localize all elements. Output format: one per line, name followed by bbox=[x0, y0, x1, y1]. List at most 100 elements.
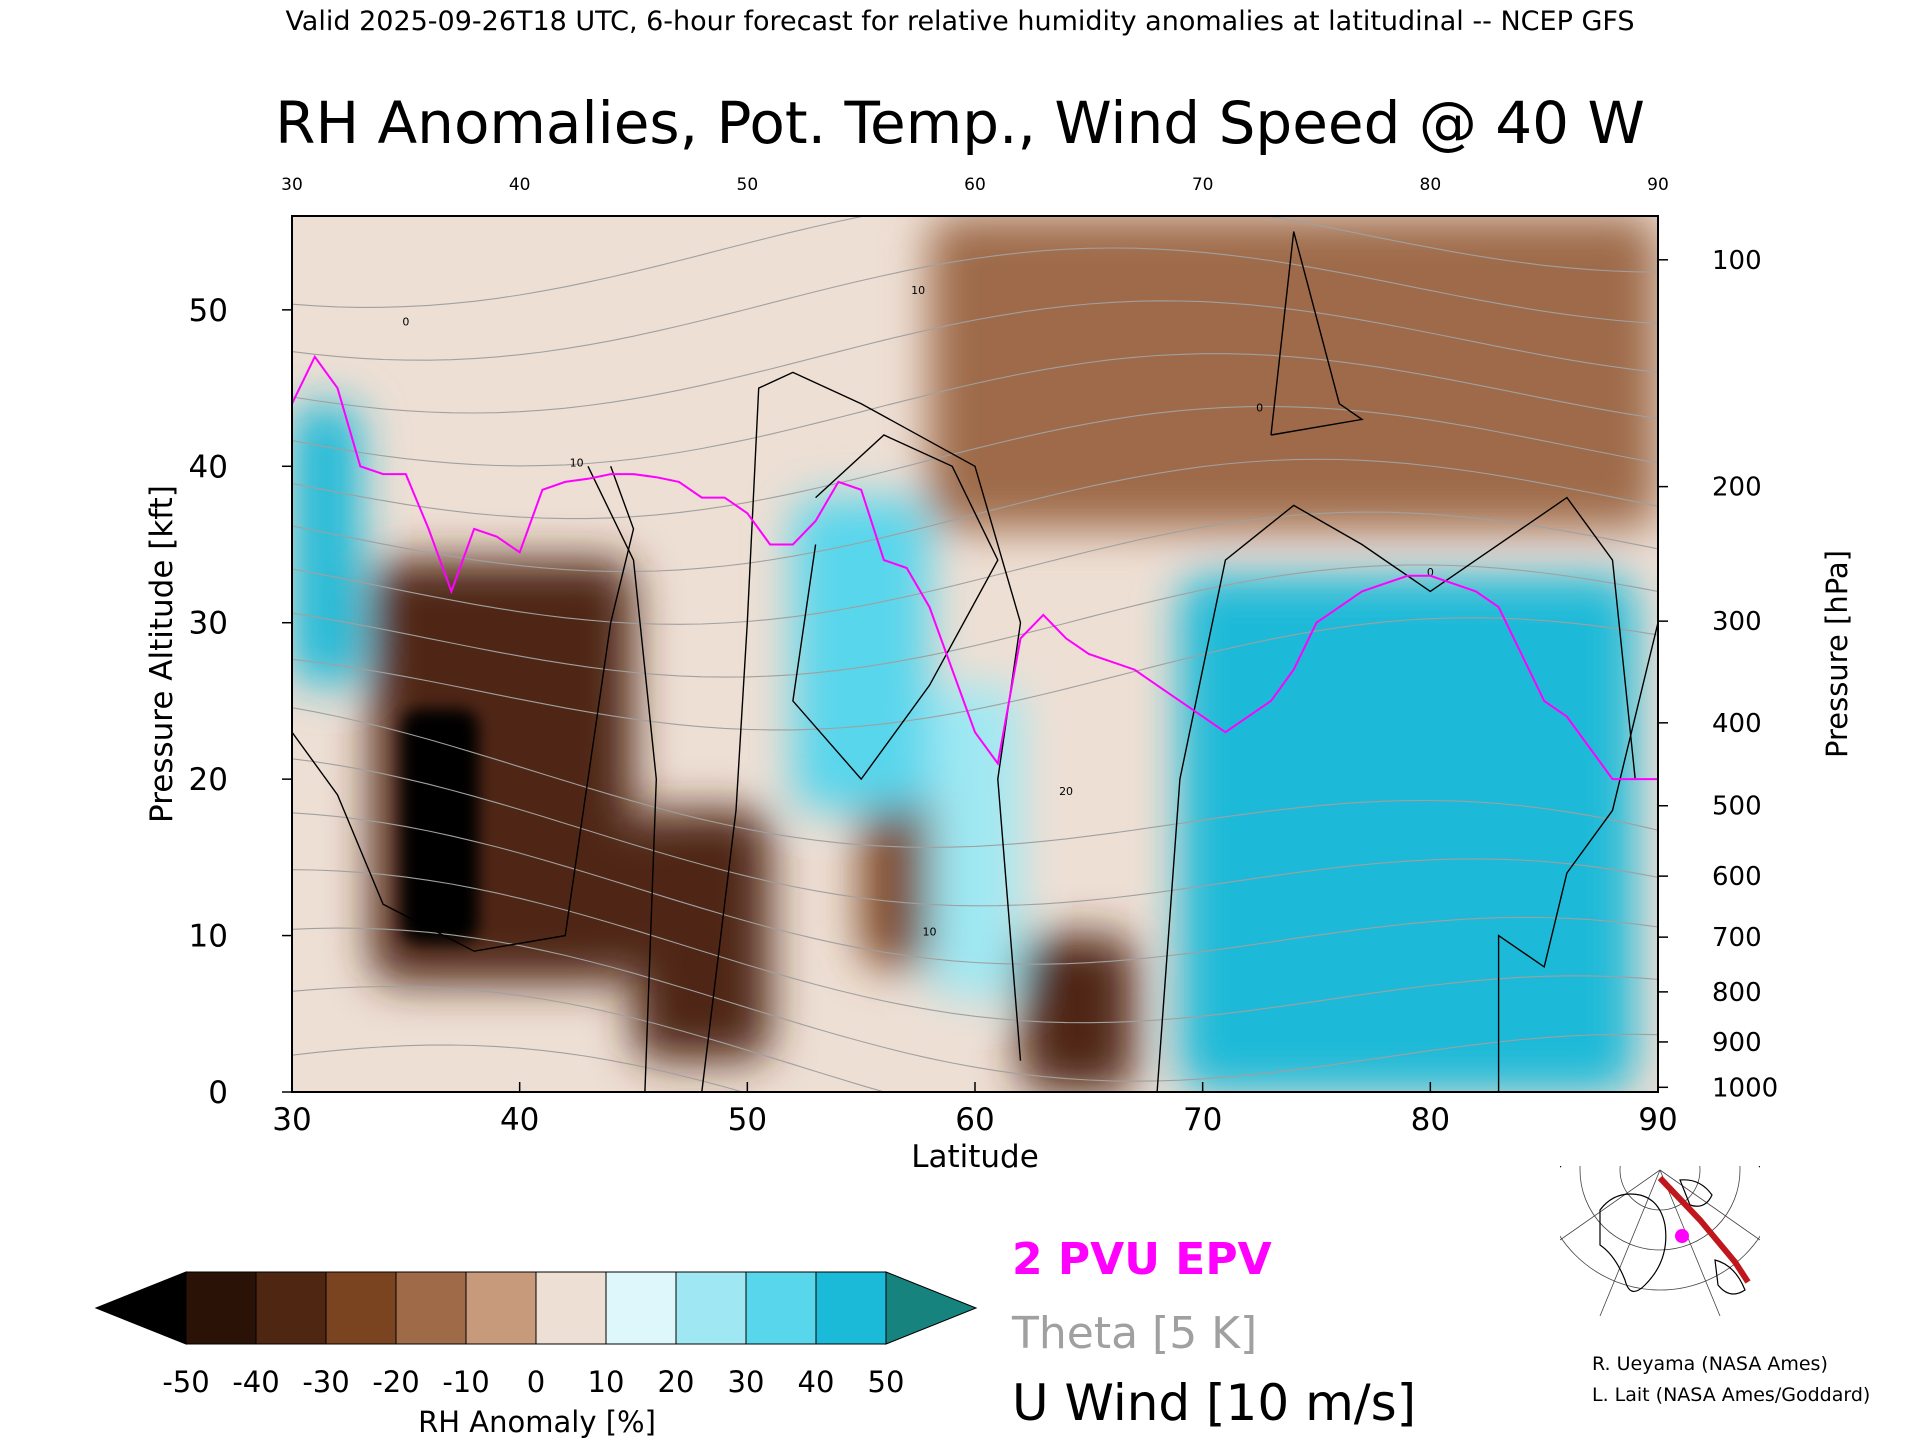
pressure-tick-label: 100 bbox=[1712, 246, 1762, 276]
legend-item: 2 PVU EPV bbox=[1012, 1234, 1272, 1285]
u-wind-contour-label: 0 bbox=[1256, 402, 1263, 415]
x-axis: 30 40 50 60 70 80 90 bbox=[272, 1082, 1678, 1138]
x-top-tick-label: 60 bbox=[964, 175, 986, 195]
theta-contour bbox=[292, 564, 1658, 678]
x-tick-label: 90 bbox=[1638, 1102, 1677, 1138]
x-tick-label: 40 bbox=[500, 1102, 539, 1138]
theta-contour bbox=[292, 812, 1658, 965]
theta-contour bbox=[292, 511, 1658, 625]
u-wind-contour bbox=[292, 466, 635, 952]
pressure-tick-label: 300 bbox=[1712, 607, 1762, 637]
x-tick-label: 50 bbox=[728, 1102, 767, 1138]
y-tick-label: 50 bbox=[189, 293, 228, 329]
x-tick-label: 80 bbox=[1411, 1102, 1450, 1138]
u-wind-contour-label: 0 bbox=[1427, 566, 1434, 579]
colorbar-tick-label: -30 bbox=[302, 1365, 349, 1399]
theta-contour bbox=[292, 758, 1658, 907]
y-tick-label: 40 bbox=[189, 449, 228, 485]
x-axis-label: Latitude bbox=[911, 1139, 1039, 1175]
u-wind-contour bbox=[1156, 496, 1636, 1092]
credit-line-1: R. Ueyama (NASA Ames) bbox=[1592, 1353, 1828, 1375]
theta-contour bbox=[292, 986, 887, 1092]
legend: 2 PVU EPV Theta [5 K] U Wind [10 m/s] bbox=[1011, 1234, 1416, 1432]
legend-item: U Wind [10 m/s] bbox=[1012, 1374, 1416, 1432]
x-top-tick-label: 40 bbox=[509, 175, 531, 195]
map-location-dot bbox=[1675, 1229, 1689, 1243]
colorbar-swatch bbox=[815, 1271, 887, 1345]
colorbar-swatch bbox=[535, 1271, 607, 1345]
map-transect-line bbox=[1657, 1175, 1751, 1284]
y-tick-label: 20 bbox=[189, 762, 228, 798]
map-frame bbox=[1560, 1166, 1760, 1316]
colorbar-under-arrow bbox=[94, 1271, 187, 1345]
colorbar-swatch bbox=[325, 1271, 397, 1345]
theta-contour bbox=[292, 216, 1658, 308]
colorbar-label: RH Anomaly [%] bbox=[418, 1405, 656, 1439]
epv-line bbox=[292, 354, 1658, 781]
credit-line-2: L. Lait (NASA Ames/Goddard) bbox=[1592, 1384, 1870, 1406]
colorbar-swatch bbox=[605, 1271, 677, 1345]
colorbar-swatch bbox=[675, 1271, 747, 1345]
u-wind-contour-label: 0 bbox=[402, 316, 409, 329]
pressure-tick-label: 800 bbox=[1712, 978, 1762, 1008]
theta-contour bbox=[292, 353, 1658, 467]
u-wind-contour bbox=[1270, 231, 1364, 436]
pressure-tick-label: 600 bbox=[1712, 862, 1762, 892]
rh-anomaly-field bbox=[292, 216, 1658, 1092]
u-wind-contour bbox=[587, 465, 658, 1092]
y-tick-label: 30 bbox=[189, 606, 228, 642]
colorbar-tick-label: 20 bbox=[658, 1365, 695, 1399]
x-tick-label: 70 bbox=[1183, 1102, 1222, 1138]
x-top-tick-label: 70 bbox=[1192, 175, 1214, 195]
rh-region bbox=[792, 497, 930, 811]
colorbar: -50 -40 -30 -20 -10 0 10 20 30 40 50 bbox=[94, 1271, 978, 1399]
colorbar-tick-label: -50 bbox=[162, 1365, 209, 1399]
y-axis-label: Pressure Altitude [kft] bbox=[144, 485, 180, 823]
rh-region bbox=[929, 216, 1658, 529]
u-wind-contour bbox=[792, 434, 999, 781]
pressure-tick-label: 900 bbox=[1712, 1028, 1762, 1058]
colorbar-swatch bbox=[395, 1271, 467, 1345]
y2-axis-label: Pressure [hPa] bbox=[1820, 550, 1854, 758]
colorbar-tick-label: 40 bbox=[798, 1365, 835, 1399]
y-tick-label: 0 bbox=[208, 1075, 228, 1111]
theta-contour bbox=[292, 927, 1658, 1082]
pressure-tick-label: 400 bbox=[1712, 709, 1762, 739]
header-text: Valid 2025-09-26T18 UTC, 6-hour forecast… bbox=[285, 6, 1634, 37]
pressure-tick-label: 1000 bbox=[1712, 1073, 1778, 1103]
pressure-tick-label: 700 bbox=[1712, 923, 1762, 953]
pressure-tick-label: 500 bbox=[1712, 792, 1762, 822]
x-top-tick-label: 30 bbox=[281, 175, 303, 195]
x-axis-top: 30 40 50 60 70 80 90 bbox=[281, 175, 1669, 195]
theta-contour bbox=[292, 405, 1658, 520]
rh-soft-field bbox=[292, 216, 1658, 1092]
theta-contour bbox=[292, 300, 1658, 414]
u-wind-contour-label: 10 bbox=[911, 284, 925, 297]
colorbar-tick-label: -40 bbox=[232, 1365, 279, 1399]
colorbar-tick-label: -10 bbox=[442, 1365, 489, 1399]
locator-map bbox=[1560, 1166, 1760, 1316]
theta-contour bbox=[292, 869, 1658, 1024]
rh-core-field bbox=[401, 708, 479, 944]
epv-2pvu-line bbox=[292, 354, 1658, 781]
rh-region bbox=[292, 403, 361, 686]
x-tick-label: 60 bbox=[955, 1102, 994, 1138]
x-top-tick-label: 50 bbox=[737, 175, 759, 195]
u-wind-contour-label: 20 bbox=[1059, 785, 1073, 798]
rh-region bbox=[1020, 935, 1135, 1092]
colorbar-swatch bbox=[185, 1271, 257, 1345]
legend-item: Theta [5 K] bbox=[1011, 1308, 1257, 1359]
theta-contour bbox=[292, 707, 1658, 848]
rh-region bbox=[1179, 575, 1636, 1092]
colorbar-tick-label: 10 bbox=[588, 1365, 625, 1399]
x-top-tick-label: 80 bbox=[1420, 175, 1442, 195]
chart-title: RH Anomalies, Pot. Temp., Wind Speed @ 4… bbox=[275, 89, 1645, 157]
y-axis-left: 0 10 20 30 40 50 bbox=[189, 293, 292, 1111]
y-tick-label: 10 bbox=[189, 919, 228, 955]
y-axis-right: 100 200 300 400 500 600 700 800 900 1000 bbox=[1658, 246, 1778, 1103]
colorbar-tick-label: -20 bbox=[372, 1365, 419, 1399]
x-tick-label: 30 bbox=[272, 1102, 311, 1138]
theta-contour bbox=[292, 1044, 745, 1092]
